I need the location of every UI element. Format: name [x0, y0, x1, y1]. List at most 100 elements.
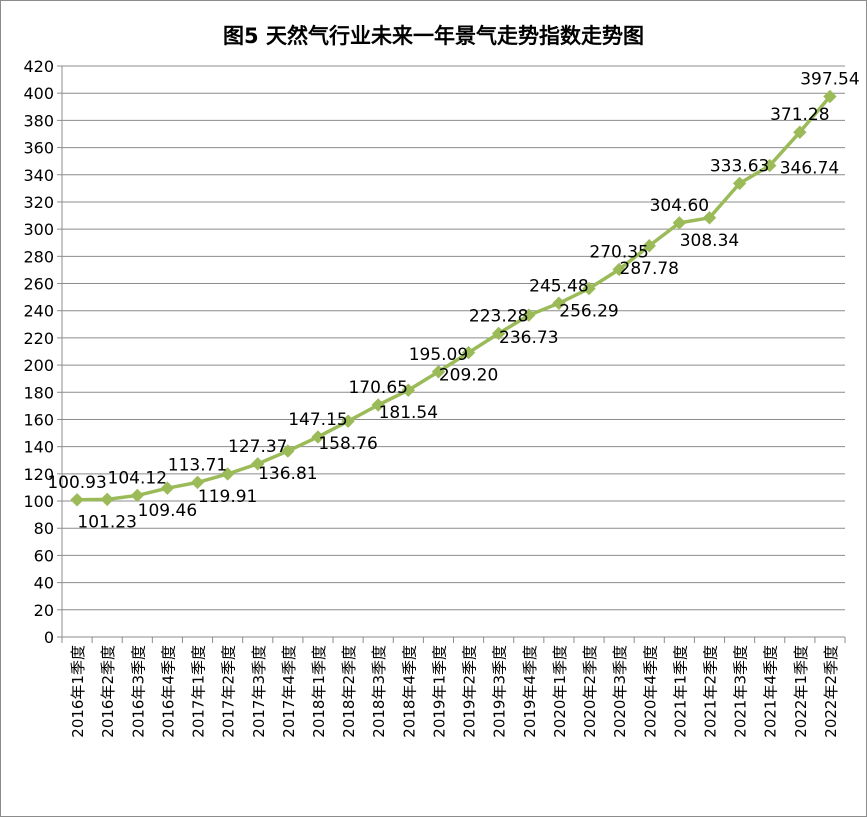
data-label: 371.28	[770, 105, 829, 125]
data-point	[220, 467, 235, 481]
data-label: 256.29	[559, 302, 618, 322]
x-category-label: 2019年4季度	[521, 645, 539, 738]
data-point	[793, 125, 807, 139]
y-tick-label: 40	[34, 574, 54, 593]
x-category-label: 2016年2季度	[99, 645, 117, 738]
x-category-label: 2020年2季度	[581, 645, 599, 738]
x-category-label: 2021年2季度	[701, 645, 719, 738]
y-tick-label: 260	[23, 275, 54, 294]
gridlines	[62, 65, 845, 611]
x-category-label: 2018年1季度	[310, 645, 328, 738]
x-category-label: 2017年1季度	[190, 645, 208, 738]
x-category-label: 2022年1季度	[792, 645, 810, 738]
data-label: 304.60	[650, 196, 709, 216]
y-tick-label: 200	[23, 356, 54, 375]
data-point	[100, 492, 114, 507]
x-category-label: 2018年3季度	[370, 645, 388, 738]
data-label: 236.73	[499, 328, 558, 348]
y-tick-label: 100	[23, 492, 54, 511]
x-category-label: 2021年1季度	[671, 645, 689, 738]
data-label: 245.48	[529, 276, 588, 296]
x-category-label: 2019年3季度	[491, 645, 509, 738]
data-label: 127.37	[228, 437, 287, 457]
data-label: 119.91	[198, 487, 257, 507]
y-tick-label: 280	[23, 247, 54, 266]
y-tick-label: 0	[44, 628, 54, 647]
x-category-label: 2020年1季度	[551, 645, 569, 738]
y-tick-label: 80	[34, 519, 54, 538]
x-category-label: 2018年4季度	[400, 645, 418, 738]
y-tick-label: 220	[23, 329, 54, 348]
y-tick-label: 20	[34, 601, 54, 620]
y-tick-label: 360	[23, 139, 54, 158]
data-point	[311, 430, 325, 444]
x-category-label: 2020年4季度	[641, 645, 659, 738]
data-point	[732, 176, 747, 191]
data-label: 113.71	[168, 455, 227, 475]
data-point	[702, 211, 717, 225]
data-point	[160, 481, 175, 495]
data-point	[281, 444, 295, 458]
y-tick-label: 160	[23, 410, 54, 429]
x-category-label: 2022年2季度	[822, 645, 840, 738]
data-label: 100.93	[47, 473, 106, 493]
data-label: 195.09	[409, 345, 468, 365]
x-category-label: 2016年3季度	[129, 645, 147, 738]
x-category-label: 2019年1季度	[430, 645, 448, 738]
x-category-label: 2016年4季度	[159, 645, 177, 738]
x-category-label: 2016年1季度	[69, 645, 87, 738]
data-point	[642, 239, 656, 253]
y-tick-label: 120	[23, 465, 54, 484]
y-tick-label: 380	[23, 111, 54, 130]
data-point	[672, 216, 687, 230]
y-tick-label: 340	[23, 166, 54, 185]
y-tick-label: 300	[23, 220, 54, 239]
y-tick-label: 320	[23, 193, 54, 212]
data-label: 346.74	[780, 159, 839, 179]
data-point	[431, 365, 446, 379]
y-tick-label: 240	[23, 302, 54, 321]
x-category-label: 2017年3季度	[250, 645, 268, 738]
x-category-label: 2020年3季度	[611, 645, 629, 738]
data-point	[341, 414, 355, 428]
data-point	[130, 488, 144, 503]
data-label: 209.20	[439, 366, 498, 386]
data-point	[190, 475, 205, 490]
data-label: 170.65	[348, 378, 407, 398]
data-point	[823, 89, 837, 104]
data-label: 158.76	[318, 434, 377, 454]
data-point	[401, 383, 416, 397]
data-point	[522, 308, 536, 322]
x-category-label: 2018年2季度	[340, 645, 358, 738]
series-index	[70, 89, 837, 507]
data-point	[371, 398, 385, 412]
data-label: 270.35	[589, 242, 648, 262]
data-point	[612, 262, 626, 277]
data-point	[461, 345, 476, 360]
y-tick-label: 400	[23, 84, 54, 103]
axes: 0 20 40 60 80 100 120 140 160 180 200 220 240 260 280 3…	[23, 57, 846, 738]
data-point	[763, 158, 777, 173]
data-label: 147.15	[288, 410, 347, 430]
data-point	[70, 493, 84, 507]
data-label: 109.46	[138, 501, 197, 521]
data-label: 104.12	[108, 468, 167, 488]
data-label: 101.23	[77, 512, 136, 532]
x-category-label: 2017年2季度	[220, 645, 238, 738]
data-label: 308.34	[680, 231, 739, 251]
data-label: 136.81	[258, 464, 317, 484]
data-point	[251, 457, 265, 471]
data-labels: 100.93 101.23 104.12 109.46 113.71 119.91 127.…	[47, 70, 859, 533]
data-label: 181.54	[379, 403, 438, 423]
y-tick-label: 420	[23, 57, 54, 76]
x-category-label: 2019年2季度	[461, 645, 479, 738]
data-point	[491, 326, 506, 341]
x-category-label: 2017年4季度	[280, 645, 298, 738]
y-tick-label: 180	[23, 383, 54, 402]
data-label: 287.78	[620, 259, 679, 279]
data-label: 223.28	[469, 306, 528, 326]
data-point	[552, 296, 566, 310]
data-label: 333.63	[710, 156, 769, 176]
y-tick-label: 60	[34, 546, 54, 565]
